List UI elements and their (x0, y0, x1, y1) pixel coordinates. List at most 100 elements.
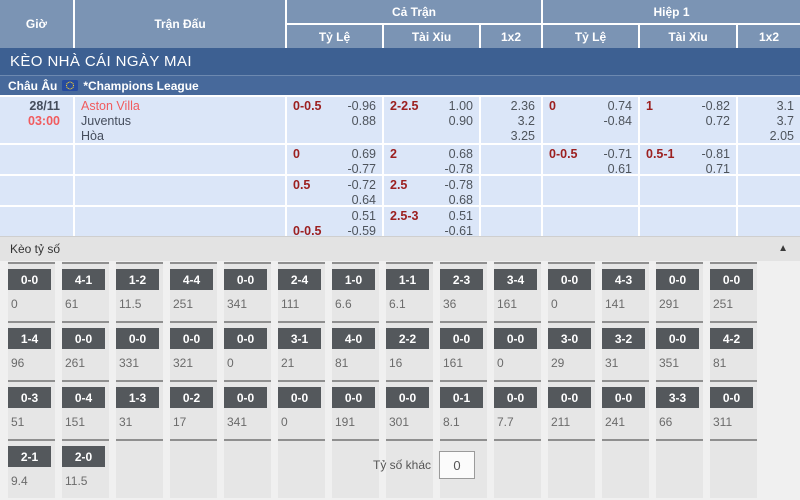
odds-cell-ft_hdp[interactable]: 0-0.5 -0.96 0.88 (287, 97, 382, 143)
score-cell (224, 439, 271, 498)
score-chip[interactable]: 0-2 (170, 387, 213, 408)
odds-cell-h1_ou[interactable]: 1 -0.82 0.72 (640, 97, 736, 143)
score-chip[interactable]: 0-0 (116, 328, 159, 349)
score-chip[interactable]: 0-0 (710, 387, 753, 408)
score-chip[interactable]: 2-0 (62, 446, 105, 467)
score-odd: 66 (659, 415, 673, 429)
odds-cell-ft_ou[interactable]: 2 0.68 -0.78 (384, 145, 479, 174)
odds-cell-ft_1x2[interactable] (481, 207, 541, 236)
odds-cell-h1_hdp[interactable] (543, 207, 638, 236)
score-chip[interactable]: 0-4 (62, 387, 105, 408)
score-chip[interactable]: 3-0 (548, 328, 591, 349)
score-chip[interactable]: 0-0 (602, 387, 645, 408)
score-chip[interactable]: 0-0 (8, 269, 51, 290)
odds-body: 28/11 03:00 Aston Villa Juventus Hòa 0-0.5 -0.… (0, 95, 800, 236)
score-chip[interactable]: 4-4 (170, 269, 213, 290)
score-chip[interactable]: 0-1 (440, 387, 483, 408)
score-chip[interactable]: 0-0 (278, 387, 321, 408)
odds-cell-ft_hdp[interactable]: 0.51 0-0.5 -0.59 (287, 207, 382, 236)
score-chip[interactable]: 1-0 (332, 269, 375, 290)
handicap-label: 0-0.5 (293, 224, 322, 236)
score-chip[interactable]: 0-0 (710, 269, 753, 290)
score-chip[interactable]: 4-2 (710, 328, 753, 349)
score-chip[interactable]: 0-0 (170, 328, 213, 349)
score-chip[interactable]: 0-0 (386, 387, 429, 408)
score-odd: 251 (173, 297, 194, 311)
odds-value: 2.36 (510, 99, 535, 113)
score-odd: 0 (551, 297, 558, 311)
score-chip[interactable]: 3-4 (494, 269, 537, 290)
odds-line: 0.88 (293, 114, 376, 129)
handicap-label: 0 (293, 147, 300, 161)
score-odd: 241 (605, 415, 626, 429)
odds-cell-h1_hdp[interactable]: 0-0.5 -0.71 0.61 (543, 145, 638, 174)
other-score-input[interactable] (439, 451, 476, 479)
score-chip[interactable]: 1-3 (116, 387, 159, 408)
odds-line: 0.90 (390, 114, 473, 129)
score-cell (170, 439, 217, 498)
score-cell: 0-0 0 (224, 321, 271, 380)
odds-cell-ft_ou[interactable]: 2-2.5 1.00 0.90 (384, 97, 479, 143)
score-chip[interactable]: 0-0 (656, 328, 699, 349)
score-chip[interactable]: 0-0 (62, 328, 105, 349)
odds-cell-h1_1x2[interactable]: 3.1 3.7 2.05 (738, 97, 800, 143)
score-chip[interactable]: 0-0 (494, 328, 537, 349)
score-bar: Kèo tỷ số ▲ (0, 236, 800, 261)
score-chip[interactable]: 4-1 (62, 269, 105, 290)
collapse-icon[interactable]: ▲ (778, 243, 788, 254)
odds-cell-ft_ou[interactable]: 2.5 -0.78 0.68 (384, 176, 479, 205)
odds-cell-ft_1x2[interactable] (481, 145, 541, 174)
league-name[interactable]: *Champions League (83, 78, 199, 93)
odds-cell-h1_ou[interactable] (640, 207, 736, 236)
score-chip[interactable]: 0-0 (332, 387, 375, 408)
score-chip[interactable]: 1-2 (116, 269, 159, 290)
score-cell: 1-3 31 (116, 380, 163, 439)
score-cell: 0-0 331 (116, 321, 163, 380)
odds-line: 0-0.5 -0.96 (293, 99, 376, 114)
score-chip[interactable]: 0-0 (224, 269, 267, 290)
score-chip[interactable]: 0-0 (548, 387, 591, 408)
score-cell: 4-3 141 (602, 262, 649, 321)
score-chip[interactable]: 4-3 (602, 269, 645, 290)
odds-line: 2-2.5 1.00 (390, 99, 473, 114)
odds-cell-h1_1x2[interactable] (738, 176, 800, 205)
odds-value: 0.72 (705, 114, 730, 128)
odds-cell-h1_hdp[interactable] (543, 176, 638, 205)
odds-cell-h1_1x2[interactable] (738, 207, 800, 236)
score-odd: 211 (551, 415, 571, 429)
odds-line: 2.05 (744, 129, 794, 143)
odds-cell-ft_1x2[interactable]: 2.36 3.2 3.25 (481, 97, 541, 143)
score-chip[interactable]: 4-0 (332, 328, 375, 349)
score-chip[interactable]: 3-1 (278, 328, 321, 349)
odds-value: -0.77 (347, 162, 377, 174)
odds-cell-ft_ou[interactable]: 2.5-3 0.51 -0.61 (384, 207, 479, 236)
score-odd: 29 (551, 356, 565, 370)
odds-line: -0.61 (390, 224, 474, 236)
score-chip[interactable]: 0-3 (8, 387, 51, 408)
odds-cell-ft_hdp[interactable]: 0 0.69 -0.77 (287, 145, 382, 174)
score-cell: 0-0 321 (170, 321, 217, 380)
score-chip[interactable]: 0-0 (224, 328, 267, 349)
score-chip[interactable]: 3-2 (602, 328, 645, 349)
score-chip[interactable]: 2-2 (386, 328, 429, 349)
odds-cell-h1_ou[interactable] (640, 176, 736, 205)
odds-cell-h1_ou[interactable]: 0.5-1 -0.81 0.71 (640, 145, 736, 174)
odds-cell-ft_hdp[interactable]: 0.5 -0.72 0.64 (287, 176, 382, 205)
score-chip[interactable]: 0-0 (656, 269, 699, 290)
score-chip[interactable]: 1-4 (8, 328, 51, 349)
odds-cell-h1_hdp[interactable]: 0 0.74 -0.84 (543, 97, 638, 143)
score-chip[interactable]: 0-0 (440, 328, 483, 349)
score-chip[interactable]: 1-1 (386, 269, 429, 290)
score-chip[interactable]: 2-3 (440, 269, 483, 290)
score-chip[interactable]: 0-0 (548, 269, 591, 290)
odds-cell-ft_1x2[interactable] (481, 176, 541, 205)
score-chip[interactable]: 3-3 (656, 387, 699, 408)
score-chip[interactable]: 2-1 (8, 446, 51, 467)
score-chip[interactable]: 2-4 (278, 269, 321, 290)
score-section: Kèo tỷ số ▲ 0-0 0 4-1 61 1-2 11.5 4-4 251 0-0 341… (0, 236, 800, 499)
score-chip[interactable]: 0-0 (494, 387, 537, 408)
odds-cell-h1_1x2[interactable] (738, 145, 800, 174)
handicap-label: 1 (646, 99, 653, 113)
score-odd: 0 (281, 415, 288, 429)
score-chip[interactable]: 0-0 (224, 387, 267, 408)
